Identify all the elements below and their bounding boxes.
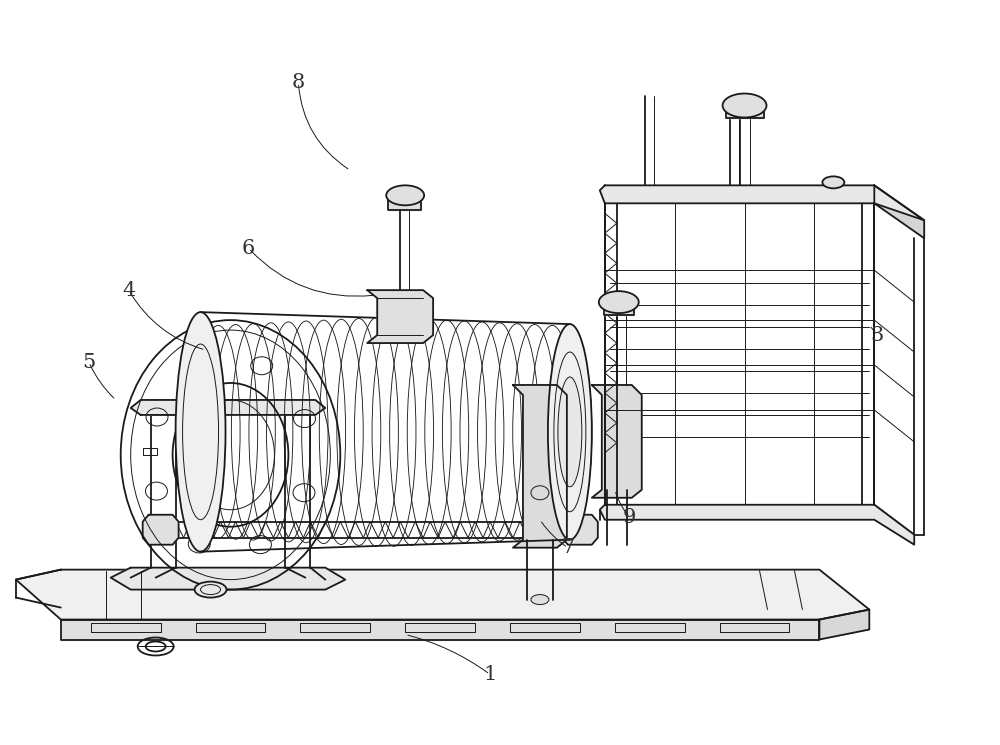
Text: 3: 3 [871, 326, 884, 345]
Text: 1: 1 [483, 665, 497, 684]
Text: 8: 8 [292, 73, 305, 92]
Polygon shape [143, 515, 179, 545]
Polygon shape [604, 305, 634, 315]
Ellipse shape [386, 186, 424, 206]
Polygon shape [726, 109, 764, 118]
Polygon shape [111, 568, 345, 589]
Ellipse shape [531, 595, 549, 604]
Polygon shape [388, 197, 421, 210]
Polygon shape [61, 620, 819, 639]
Polygon shape [367, 290, 433, 343]
Ellipse shape [822, 177, 844, 188]
Polygon shape [600, 505, 914, 545]
Text: 5: 5 [82, 352, 95, 372]
Text: 4: 4 [122, 281, 135, 299]
Polygon shape [874, 186, 924, 238]
Polygon shape [131, 400, 325, 415]
Polygon shape [16, 570, 869, 620]
Polygon shape [513, 385, 567, 548]
Ellipse shape [548, 324, 592, 539]
Ellipse shape [176, 312, 226, 551]
Polygon shape [600, 186, 924, 221]
Text: 6: 6 [242, 238, 255, 258]
Polygon shape [592, 385, 642, 498]
Text: 7: 7 [561, 538, 574, 557]
Polygon shape [562, 515, 598, 545]
Ellipse shape [195, 582, 227, 597]
Ellipse shape [558, 377, 582, 486]
Text: 9: 9 [623, 508, 636, 527]
Polygon shape [819, 609, 869, 639]
Ellipse shape [599, 291, 639, 313]
Ellipse shape [723, 94, 767, 118]
